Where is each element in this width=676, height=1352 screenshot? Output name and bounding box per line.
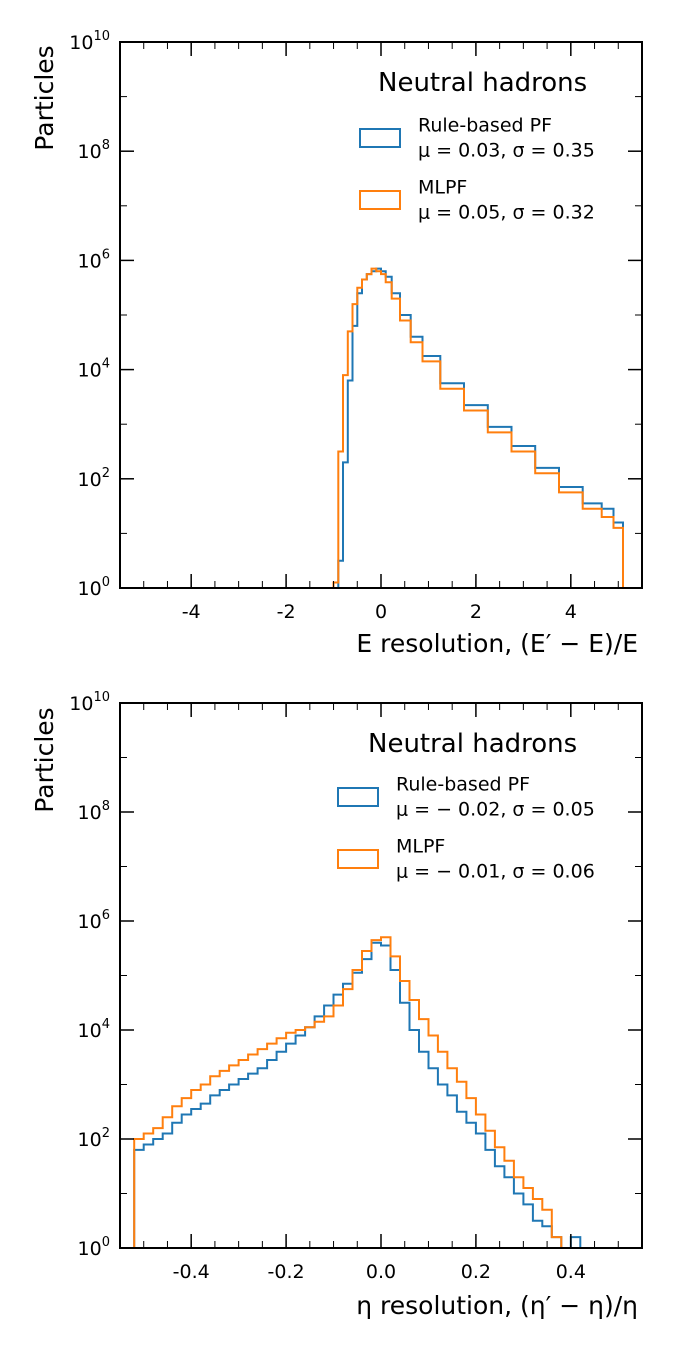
- legend-stats: μ = 0.05, σ = 0.32: [418, 202, 595, 224]
- y-axis-label: Particles: [30, 707, 59, 812]
- y-tick-label: 1010: [69, 29, 110, 54]
- legend-title: Neutral hadrons: [368, 729, 577, 759]
- y-tick-exponent: 6: [102, 247, 110, 262]
- plot-frame: [119, 702, 643, 1249]
- y-tick-base: 10: [78, 141, 102, 163]
- y-tick-label: 104: [78, 1017, 110, 1042]
- y-tick-label: 108: [78, 138, 110, 163]
- y-tick-base: 10: [78, 1020, 102, 1042]
- y-tick-base: 10: [69, 32, 93, 54]
- y-tick-exponent: 4: [102, 357, 110, 372]
- plot-frame: [119, 41, 643, 589]
- x-axis-label: η resolution, (η′ − η)/η: [356, 1291, 638, 1320]
- x-tick-label: 0.4: [556, 1261, 586, 1283]
- y-tick-label: 102: [78, 1126, 110, 1151]
- x-tick-label: 0: [375, 601, 387, 623]
- legend-label: Rule-based PF: [396, 774, 530, 796]
- x-tick-label: 0.2: [461, 1261, 491, 1283]
- y-tick-label: 1010: [69, 690, 110, 715]
- legend-stats: μ = − 0.02, σ = 0.05: [396, 799, 595, 821]
- y-tick-base: 10: [78, 469, 102, 491]
- y-tick-label: 104: [78, 357, 110, 382]
- legend-stats: μ = 0.03, σ = 0.35: [418, 140, 595, 162]
- legend-label: MLPF: [396, 836, 445, 858]
- x-tick-label: 2: [470, 601, 482, 623]
- y-tick-base: 10: [78, 1129, 102, 1151]
- y-tick-base: 10: [78, 360, 102, 382]
- y-tick-base: 10: [78, 911, 102, 933]
- x-tick-label: 4: [565, 601, 577, 623]
- series-mlpf-line: [133, 936, 563, 1248]
- y-tick-label: 100: [78, 1235, 110, 1260]
- y-tick-exponent: 2: [102, 1126, 110, 1141]
- y-tick-exponent: 0: [102, 575, 110, 590]
- y-tick-label: 100: [78, 575, 110, 600]
- y-tick-exponent: 10: [93, 29, 110, 44]
- legend-label: Rule-based PF: [418, 115, 552, 137]
- y-tick-label: 106: [78, 908, 110, 933]
- legend: Neutral hadrons Rule-based PF μ = − 0.02, …: [337, 729, 595, 883]
- y-tick-exponent: 6: [102, 908, 110, 923]
- y-tick-exponent: 10: [93, 690, 110, 705]
- legend-swatch-mlpf: [359, 190, 401, 210]
- x-tick-label: -0.2: [268, 1261, 305, 1283]
- y-tick-label: 106: [78, 247, 110, 272]
- y-tick-label: 102: [78, 466, 110, 491]
- y-tick-base: 10: [78, 250, 102, 272]
- y-tick-label: 108: [78, 799, 110, 824]
- legend-title: Neutral hadrons: [378, 68, 587, 98]
- x-tick-label: -2: [277, 601, 296, 623]
- y-tick-base: 10: [78, 578, 102, 600]
- y-tick-base: 10: [69, 693, 93, 715]
- y-tick-base: 10: [78, 1238, 102, 1260]
- x-tick-label: 0.0: [366, 1261, 396, 1283]
- y-tick-base: 10: [78, 802, 102, 824]
- y-tick-exponent: 4: [102, 1017, 110, 1032]
- y-tick-exponent: 0: [102, 1235, 110, 1250]
- series-mlpf-line: [332, 267, 624, 588]
- y-tick-exponent: 8: [102, 138, 110, 153]
- y-tick-exponent: 8: [102, 799, 110, 814]
- legend-swatch-mlpf: [337, 849, 379, 869]
- x-axis-label: E resolution, (E′ − E)/E: [356, 629, 638, 658]
- legend-stats: μ = − 0.01, σ = 0.06: [396, 861, 595, 883]
- x-tick-label: -0.4: [173, 1261, 210, 1283]
- legend-swatch-rule-based-pf: [337, 787, 379, 807]
- x-tick-label: -4: [182, 601, 201, 623]
- series-rule-based-pf-line: [337, 267, 624, 588]
- legend: Neutral hadrons Rule-based PF μ = 0.03, σ …: [359, 68, 595, 224]
- legend-label: MLPF: [418, 177, 467, 199]
- legend-swatch-rule-based-pf: [359, 128, 401, 148]
- y-axis-label: Particles: [30, 45, 59, 150]
- y-tick-exponent: 2: [102, 466, 110, 481]
